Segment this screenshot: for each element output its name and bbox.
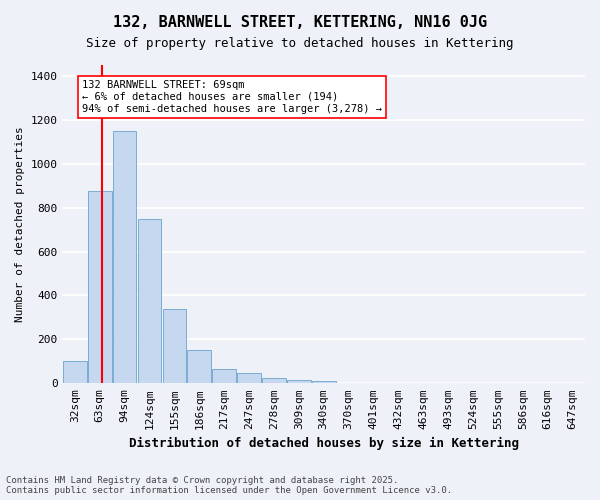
Text: Contains HM Land Registry data © Crown copyright and database right 2025.
Contai: Contains HM Land Registry data © Crown c… (6, 476, 452, 495)
Bar (212, 369, 236, 383)
Bar (63, 362, 86, 383)
Bar (237, 374, 261, 383)
Bar (337, 382, 361, 383)
X-axis label: Distribution of detached houses by size in Kettering: Distribution of detached houses by size … (129, 437, 519, 450)
Text: Size of property relative to detached houses in Kettering: Size of property relative to detached ho… (86, 38, 514, 51)
Bar (287, 380, 311, 383)
Bar (88, 191, 112, 383)
Bar (262, 378, 286, 383)
Bar (312, 382, 335, 383)
Y-axis label: Number of detached properties: Number of detached properties (15, 126, 25, 322)
Bar (163, 308, 186, 383)
Text: 132 BARNWELL STREET: 69sqm
← 6% of detached houses are smaller (194)
94% of semi: 132 BARNWELL STREET: 69sqm ← 6% of detac… (82, 80, 382, 114)
Bar (113, 131, 136, 383)
Text: 132, BARNWELL STREET, KETTERING, NN16 0JG: 132, BARNWELL STREET, KETTERING, NN16 0J… (113, 15, 487, 30)
Bar (187, 350, 211, 383)
Bar (137, 218, 161, 383)
